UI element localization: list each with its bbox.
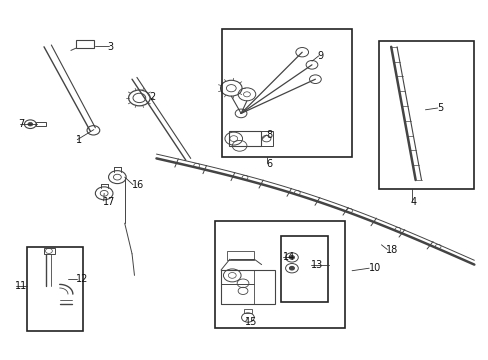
Text: 2: 2	[149, 92, 155, 102]
Bar	[221, 270, 274, 304]
Text: 6: 6	[266, 159, 272, 169]
Text: 3: 3	[107, 42, 114, 52]
Text: 17: 17	[102, 197, 115, 207]
Bar	[76, 40, 94, 48]
Text: 13: 13	[310, 260, 322, 270]
Text: 7: 7	[19, 119, 25, 129]
Bar	[221, 270, 254, 284]
Bar	[378, 41, 473, 189]
Text: 1: 1	[76, 135, 82, 145]
Bar	[221, 284, 254, 304]
Text: 8: 8	[266, 130, 272, 140]
Text: 12: 12	[76, 274, 88, 284]
Circle shape	[28, 122, 33, 126]
Text: 10: 10	[368, 263, 381, 273]
Text: 14: 14	[282, 252, 294, 262]
Bar	[227, 251, 254, 260]
Circle shape	[289, 256, 294, 259]
Text: 4: 4	[410, 197, 416, 207]
Bar	[281, 236, 327, 302]
Circle shape	[289, 266, 294, 270]
Bar	[222, 29, 351, 157]
Text: 9: 9	[317, 51, 324, 61]
Text: 11: 11	[15, 281, 27, 291]
Text: 5: 5	[437, 103, 443, 113]
Bar	[27, 247, 83, 331]
Bar	[215, 221, 344, 328]
Bar	[260, 131, 272, 146]
Text: 15: 15	[244, 317, 256, 327]
Bar	[228, 131, 260, 146]
Bar	[36, 122, 46, 126]
Bar	[244, 309, 251, 313]
Bar	[44, 248, 55, 254]
Text: 16: 16	[132, 180, 144, 190]
Text: 18: 18	[386, 245, 398, 255]
